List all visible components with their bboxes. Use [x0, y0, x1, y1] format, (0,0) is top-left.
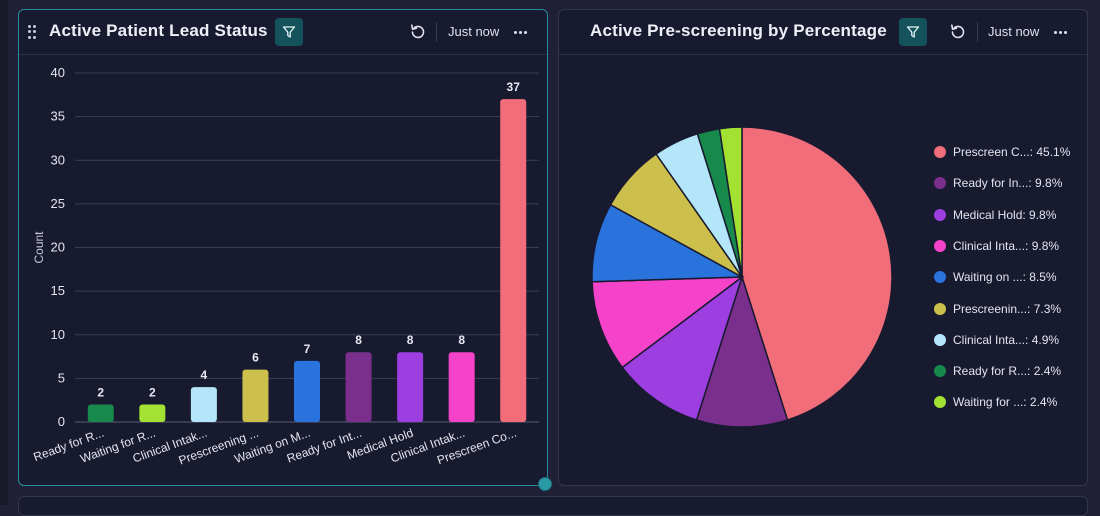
y-tick-label: 0	[58, 414, 65, 429]
filter-button[interactable]	[899, 18, 927, 46]
bar[interactable]	[397, 352, 424, 422]
legend-swatch	[934, 239, 946, 252]
panel-header: Active Patient Lead Status Just now	[19, 10, 547, 55]
bar[interactable]	[500, 99, 527, 423]
bar[interactable]	[190, 387, 217, 422]
legend-swatch	[934, 208, 946, 221]
pie-slice[interactable]	[718, 126, 743, 278]
filter-button[interactable]	[275, 18, 303, 46]
lead-status-panel[interactable]: Active Patient Lead Status Just now 0 5 10…	[18, 9, 548, 486]
legend-label: Clinical Inta...: 9.8%	[953, 238, 1060, 253]
y-axis-label: Count	[32, 231, 46, 264]
legend-item[interactable]: Clinical Inta...: 4.9%	[934, 332, 1059, 348]
legend-label: Prescreenin...: 7.3%	[953, 301, 1062, 316]
legend-item[interactable]: Ready for In...: 9.8%	[934, 175, 1062, 191]
bar-value-label: 37	[507, 80, 521, 94]
legend-item[interactable]: Waiting on ...: 8.5%	[934, 269, 1057, 285]
bar-value-label: 7	[304, 342, 311, 356]
legend-label: Clinical Inta...: 4.9%	[953, 332, 1060, 347]
y-tick-label: 20	[51, 240, 65, 255]
legend-swatch	[934, 333, 946, 346]
pie-slice[interactable]	[621, 274, 744, 421]
legend-label: Medical Hold: 9.8%	[953, 207, 1057, 222]
refresh-icon	[411, 24, 425, 39]
panel-title: Active Pre-screening by Percentage	[590, 21, 887, 40]
filter-icon	[906, 26, 920, 38]
bar[interactable]	[345, 352, 372, 422]
drag-handle-icon[interactable]	[28, 25, 40, 39]
bar[interactable]	[139, 404, 166, 422]
legend-item[interactable]: Prescreenin...: 7.3%	[934, 301, 1061, 317]
more-options-button[interactable]	[510, 22, 530, 42]
bar[interactable]	[87, 404, 114, 422]
bar-value-label: 8	[355, 333, 362, 347]
legend-label: Waiting for ...: 2.4%	[953, 395, 1058, 410]
next-panel-edge	[18, 496, 1088, 516]
more-options-button[interactable]	[1050, 22, 1070, 42]
legend-item[interactable]: Clinical Inta...: 9.8%	[934, 238, 1059, 254]
bar[interactable]	[448, 352, 475, 422]
legend-item[interactable]: Medical Hold: 9.8%	[934, 207, 1056, 223]
y-tick-label: 40	[51, 65, 65, 80]
bar-value-label: 2	[97, 386, 104, 400]
y-tick-label: 5	[58, 370, 65, 385]
legend-label: Ready for In...: 9.8%	[953, 176, 1063, 191]
app-left-edge	[0, 0, 8, 505]
refresh-button[interactable]	[408, 22, 428, 42]
legend-item[interactable]: Waiting for ...: 2.4%	[934, 394, 1057, 410]
y-tick-label: 35	[51, 109, 65, 124]
legend-label: Waiting on ...: 8.5%	[953, 270, 1057, 285]
pie-slice[interactable]	[741, 126, 893, 421]
bar[interactable]	[242, 369, 269, 422]
panel-title: Active Patient Lead Status	[49, 21, 268, 40]
header-divider	[436, 22, 437, 42]
y-tick-label: 30	[51, 152, 65, 167]
pie-slice[interactable]	[591, 276, 745, 369]
legend-swatch	[934, 396, 946, 409]
header-divider	[977, 22, 978, 42]
bar-value-label: 6	[252, 351, 259, 365]
legend-swatch	[934, 177, 946, 190]
panel-header: Active Pre-screening by Percentage Just …	[559, 10, 1087, 55]
bar-value-label: 8	[407, 333, 414, 347]
y-tick-label: 10	[51, 327, 65, 342]
bar[interactable]	[294, 360, 320, 422]
y-tick-label: 15	[51, 283, 65, 298]
prescreening-percentage-panel[interactable]: Active Pre-screening by Percentage Just …	[558, 9, 1088, 486]
y-tick-label: 25	[51, 196, 65, 211]
bar-value-label: 4	[201, 368, 208, 382]
legend-label: Ready for R...: 2.4%	[953, 364, 1062, 379]
bar-value-label: 2	[149, 386, 156, 400]
legend-label: Prescreen C...: 45.1%	[953, 145, 1071, 159]
filter-icon	[282, 26, 296, 38]
legend-swatch	[934, 365, 946, 378]
last-updated-label: Just now	[988, 24, 1040, 39]
pie-slice[interactable]	[695, 274, 789, 428]
resize-handle[interactable]	[538, 477, 552, 491]
legend-swatch	[934, 302, 946, 315]
refresh-button[interactable]	[948, 22, 968, 42]
pie-chart	[591, 126, 893, 428]
bar-value-label: 8	[458, 333, 465, 347]
legend-item[interactable]: Ready for R...: 2.4%	[934, 363, 1061, 379]
last-updated-label: Just now	[448, 24, 500, 39]
legend-item[interactable]: Prescreen C...: 45.1%	[934, 144, 1070, 160]
refresh-icon	[951, 24, 965, 39]
legend-swatch	[934, 271, 946, 284]
legend-swatch	[934, 146, 946, 158]
